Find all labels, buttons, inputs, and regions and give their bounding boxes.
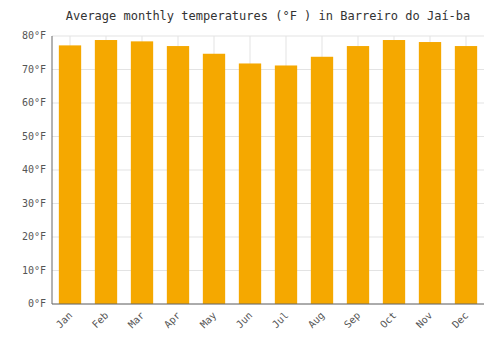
bar — [383, 40, 405, 304]
y-tick-label: 20°F — [22, 231, 46, 242]
x-axis-line — [52, 304, 484, 305]
bars — [59, 40, 477, 304]
y-tick-label: 70°F — [22, 64, 46, 75]
x-tick-label: Oct — [378, 310, 399, 331]
y-axis-line — [52, 36, 53, 304]
x-tick-label: Mar — [126, 310, 147, 331]
y-grid-line — [52, 36, 484, 37]
bar — [419, 42, 441, 304]
y-tick-label: 50°F — [22, 131, 46, 142]
bar — [275, 65, 297, 304]
x-tick-label: Apr — [162, 310, 183, 331]
bar — [59, 45, 81, 304]
x-tick-label: Jun — [234, 310, 255, 331]
bar — [455, 46, 477, 304]
bar — [203, 54, 225, 304]
x-tick-label: May — [198, 310, 219, 331]
y-tick-label: 80°F — [22, 30, 46, 41]
bar — [131, 41, 153, 304]
bar — [95, 40, 117, 304]
x-tick-label: Sep — [342, 310, 363, 331]
y-tick-label: 30°F — [22, 198, 46, 209]
bar — [311, 57, 333, 304]
x-tick-label: Jan — [54, 310, 75, 331]
grid — [52, 36, 484, 304]
x-tick-label: Dec — [450, 310, 471, 331]
chart: 0°F 10°F 20°F 30°F 40°F 50°F 60°F 70°F 80°F Jan Fe… — [0, 0, 500, 350]
y-tick-labels: 0°F 10°F 20°F 30°F 40°F 50°F 60°F 70°F 80°F — [22, 30, 46, 309]
x-tick-label: Nov — [414, 310, 435, 331]
chart-container: 0°F 10°F 20°F 30°F 40°F 50°F 60°F 70°F 80°F Jan Fe… — [0, 0, 500, 350]
bar — [167, 46, 189, 304]
x-tick-label: Aug — [306, 310, 327, 331]
y-tick-label: 10°F — [22, 265, 46, 276]
bar — [347, 46, 369, 304]
y-grid-line — [52, 304, 484, 305]
y-tick-label: 0°F — [28, 298, 46, 309]
x-tick-labels: Jan Feb Mar Apr May Jun Jul Aug Sep Oct Nov Dec — [54, 310, 471, 331]
title: Average monthly temperatures (°F ) in Ba… — [66, 9, 471, 23]
y-tick-label: 40°F — [22, 164, 46, 175]
y-tick-label: 60°F — [22, 97, 46, 108]
bar — [239, 63, 261, 304]
x-tick-label: Feb — [90, 310, 111, 331]
x-tick-label: Jul — [270, 310, 291, 331]
